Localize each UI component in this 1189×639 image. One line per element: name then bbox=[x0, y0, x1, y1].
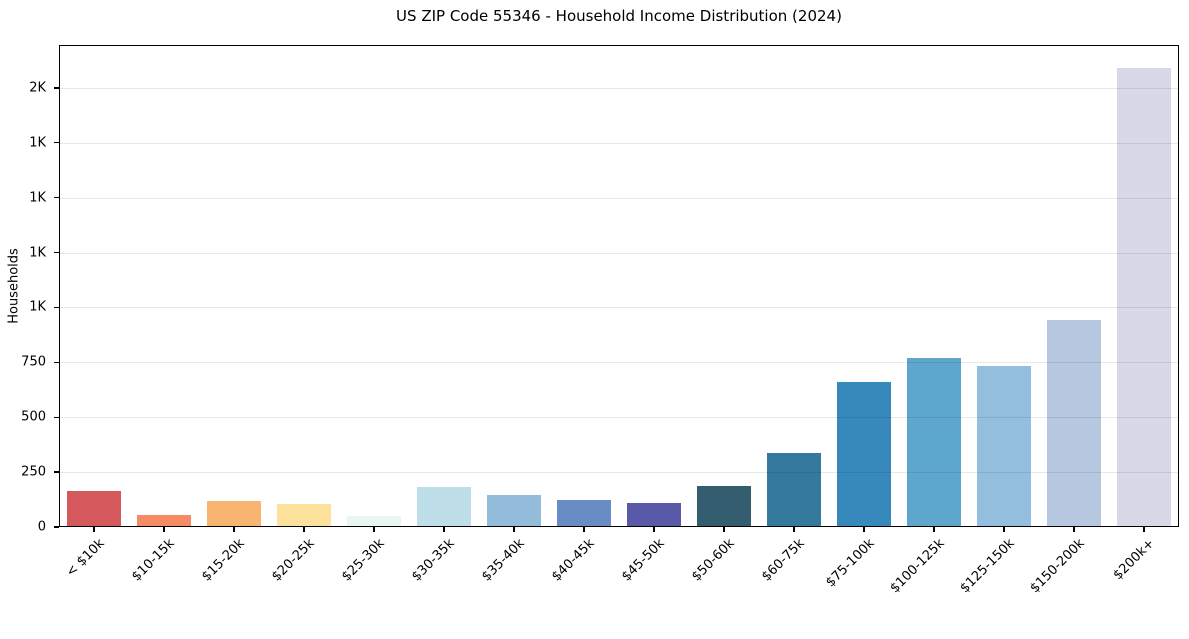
y-tick-label: 2K bbox=[29, 80, 46, 96]
y-tick-mark bbox=[54, 306, 59, 309]
bar-$40-45k bbox=[557, 500, 611, 527]
x-tick-mark bbox=[233, 527, 235, 532]
y-tick-label: 500 bbox=[21, 409, 46, 425]
bar-$100-125k bbox=[907, 357, 961, 527]
x-tick-mark bbox=[513, 527, 515, 532]
y-tick-mark bbox=[54, 361, 59, 363]
x-tick-mark bbox=[1003, 527, 1005, 532]
y-tick-label: 0 bbox=[37, 519, 46, 535]
y-tick-mark bbox=[54, 251, 59, 254]
x-tick-mark bbox=[303, 527, 305, 532]
bar-$25-30k bbox=[347, 516, 401, 527]
x-tick-mark bbox=[723, 527, 725, 532]
y-tick-label: 750 bbox=[21, 354, 46, 370]
y-tick-label: 1K bbox=[29, 135, 46, 151]
bar-$60-75k bbox=[767, 453, 821, 527]
x-tick-mark bbox=[1143, 527, 1145, 532]
bar-$45-50k bbox=[627, 502, 681, 527]
gridline bbox=[59, 142, 1179, 144]
bar-$200k+ bbox=[1117, 68, 1171, 527]
x-tick-mark bbox=[863, 527, 865, 532]
x-tick-mark bbox=[163, 527, 165, 532]
y-tick-mark bbox=[54, 142, 59, 144]
bar-< $10k bbox=[67, 490, 121, 527]
gridline bbox=[59, 87, 1179, 89]
gridline bbox=[59, 197, 1179, 199]
bar-$75-100k bbox=[837, 382, 891, 527]
bar-$30-35k bbox=[417, 487, 471, 527]
y-tick-mark bbox=[54, 526, 59, 528]
y-tick-mark bbox=[54, 416, 59, 418]
plot-area bbox=[59, 45, 1179, 527]
bar-$125-150k bbox=[977, 365, 1031, 527]
x-tick-mark bbox=[93, 527, 95, 532]
figure: US ZIP Code 55346 - Household Income Dis… bbox=[7, 7, 1179, 596]
gridline bbox=[59, 252, 1179, 254]
bar-$150-200k bbox=[1047, 319, 1101, 527]
x-tick-mark bbox=[1073, 527, 1075, 532]
bar-$50-60k bbox=[697, 486, 751, 527]
x-tick-mark bbox=[793, 527, 795, 532]
chart-title: US ZIP Code 55346 - Household Income Dis… bbox=[396, 7, 842, 25]
gridline bbox=[59, 362, 1179, 364]
y-tick-label: 1K bbox=[29, 245, 46, 260]
bar-$35-40k bbox=[487, 494, 541, 527]
x-tick-mark bbox=[583, 527, 585, 532]
x-tick-mark bbox=[373, 527, 375, 532]
x-tick-mark bbox=[933, 527, 935, 532]
y-tick-mark bbox=[54, 87, 59, 89]
y-tick-label: 250 bbox=[21, 464, 46, 480]
x-tick-mark bbox=[443, 527, 445, 532]
bar-$15-20k bbox=[207, 500, 261, 527]
y-tick-mark bbox=[54, 471, 59, 473]
y-tick-mark bbox=[54, 196, 59, 199]
y-tick-label: 1K bbox=[29, 190, 46, 206]
y-tick-label: 1K bbox=[29, 299, 46, 315]
bar-$20-25k bbox=[277, 503, 331, 527]
bar-$10-15k bbox=[137, 514, 191, 527]
x-tick-mark bbox=[653, 527, 655, 532]
gridline bbox=[59, 307, 1179, 309]
